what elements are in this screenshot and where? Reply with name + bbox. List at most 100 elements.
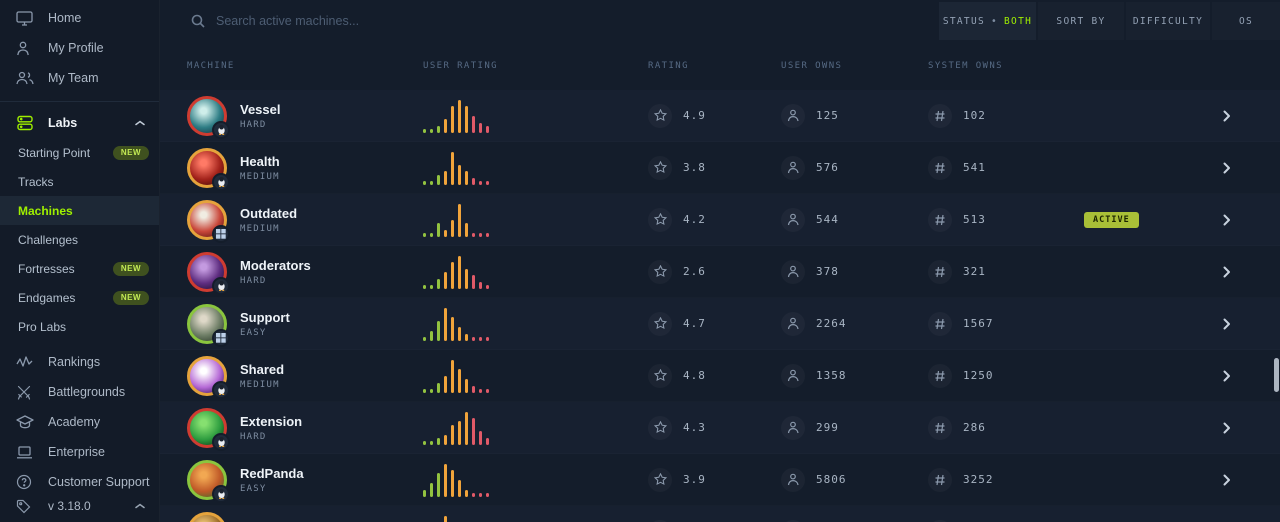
user-owns-value: 378	[816, 265, 839, 278]
filter-sort-by[interactable]: SORT BY	[1038, 2, 1124, 40]
filter-difficulty[interactable]: DIFFICULTY	[1126, 2, 1210, 40]
table-row-extension[interactable]: Extension HARD 4.3 299 286	[160, 402, 1280, 454]
user-rating-cell	[419, 99, 644, 133]
user-owns-value: 2264	[816, 317, 847, 330]
sidebar-nav-labs: Starting Point NEW Tracks Machines Challenge…	[0, 138, 159, 341]
user-rating-cell	[419, 255, 644, 289]
difficulty-label: EASY	[240, 483, 267, 494]
dot-separator: •	[991, 15, 999, 27]
table-row[interactable]	[160, 506, 1280, 522]
tag-icon	[16, 499, 36, 514]
search-icon	[190, 13, 206, 29]
table-row-moderators[interactable]: Moderators HARD 2.6 378 321	[160, 246, 1280, 298]
sidebar-item-machines[interactable]: Machines	[0, 196, 159, 225]
machine-cell: Extension HARD	[160, 407, 419, 451]
sidebar-item-rankings[interactable]: Rankings	[0, 347, 159, 377]
sidebar-item-label: Home	[48, 11, 82, 25]
filter-label: DIFFICULTY	[1132, 15, 1204, 27]
sidebar-item-fortresses[interactable]: Fortresses NEW	[0, 254, 159, 283]
chevron-right-icon[interactable]	[1223, 266, 1231, 278]
table-row-support[interactable]: Support EASY 4.7 2264 1567	[160, 298, 1280, 350]
table-row-health[interactable]: Health MEDIUM 3.8 576 541	[160, 142, 1280, 194]
chevron-right-icon[interactable]	[1223, 214, 1231, 226]
sidebar-item-battlegrounds[interactable]: Battlegrounds	[0, 377, 159, 407]
chevron-up-icon	[135, 120, 145, 126]
sidebar-item-tracks[interactable]: Tracks	[0, 167, 159, 196]
filter-os[interactable]: OS	[1212, 2, 1280, 40]
rating-bar	[430, 389, 433, 393]
sidebar-item-label: Starting Point	[18, 145, 91, 160]
chevron-right-icon[interactable]	[1223, 318, 1231, 330]
machine-name: Vessel	[240, 101, 281, 117]
sidebar-item-pro-labs[interactable]: Pro Labs	[0, 312, 159, 341]
sidebar-item-customer-support[interactable]: Customer Support	[0, 467, 159, 497]
sidebar-item-endgames[interactable]: Endgames NEW	[0, 283, 159, 312]
sidebar-version[interactable]: v 3.18.0	[0, 490, 159, 522]
sidebar-item-label: Endgames	[18, 290, 76, 305]
chevron-cell	[1195, 318, 1280, 330]
chevron-cell	[1195, 110, 1280, 122]
table-row-shared[interactable]: Shared MEDIUM 4.8 1358 1250	[160, 350, 1280, 402]
user-rating-cell	[419, 411, 644, 445]
rating-bar	[430, 483, 433, 497]
system-owns-value: 286	[963, 421, 986, 434]
chevron-right-icon[interactable]	[1223, 422, 1231, 434]
table-row-vessel[interactable]: Vessel HARD 4.9 125 102	[160, 90, 1280, 142]
rating-value: 2.6	[683, 265, 706, 278]
machine-name: RedPanda	[240, 465, 304, 481]
rating-cell: 3.8	[644, 156, 777, 180]
rating-bar	[472, 418, 475, 445]
rating-bar	[465, 106, 468, 133]
sidebar-item-academy[interactable]: Academy	[0, 407, 159, 437]
sidebar-nav-top: Home My Profile My Team	[0, 0, 159, 93]
machine-name: Health	[240, 153, 280, 169]
chevron-right-icon[interactable]	[1223, 370, 1231, 382]
rating-bar	[423, 285, 426, 289]
sidebar-item-label: My Profile	[48, 41, 104, 55]
version-label: v 3.18.0	[48, 499, 91, 513]
rating-value: 4.7	[683, 317, 706, 330]
column-header-user-owns: USER OWNS	[781, 61, 843, 71]
search-input[interactable]	[216, 14, 937, 28]
sidebar-item-my-profile[interactable]: My Profile	[0, 33, 159, 63]
rating-value: 4.2	[683, 213, 706, 226]
sidebar-item-home[interactable]: Home	[0, 3, 159, 33]
user-rating-chart	[423, 151, 644, 185]
sidebar-item-my-team[interactable]: My Team	[0, 63, 159, 93]
person-icon	[781, 208, 805, 232]
rating-value: 4.8	[683, 369, 706, 382]
user-rating-cell	[419, 307, 644, 341]
table-row-outdated[interactable]: Outdated MEDIUM 4.2 544 513 ACTIVE	[160, 194, 1280, 246]
user-owns-value: 299	[816, 421, 839, 434]
rating-bar	[430, 441, 433, 445]
filter-status[interactable]: STATUS • BOTH	[939, 2, 1036, 40]
active-badge: ACTIVE	[1084, 211, 1139, 228]
sidebar-item-label: Machines	[18, 203, 73, 218]
rating-bar	[451, 470, 454, 497]
rating-bar	[423, 129, 426, 133]
scrollbar-thumb[interactable]	[1274, 358, 1279, 392]
star-icon	[648, 416, 672, 440]
system-owns-cell: 513	[924, 208, 1080, 232]
rating-bar	[451, 424, 454, 445]
rating-bar	[451, 262, 454, 289]
filter-value: BOTH	[1004, 15, 1033, 27]
sidebar-item-starting-point[interactable]: Starting Point NEW	[0, 138, 159, 167]
star-icon	[648, 468, 672, 492]
rating-bar	[444, 307, 447, 341]
sidebar-item-challenges[interactable]: Challenges	[0, 225, 159, 254]
column-header-rating: RATING	[648, 61, 689, 71]
sidebar-item-enterprise[interactable]: Enterprise	[0, 437, 159, 467]
table-row-redpanda[interactable]: RedPanda EASY 3.9 5806 3252	[160, 454, 1280, 506]
rating-bar	[479, 281, 482, 289]
system-owns-cell: 102	[924, 104, 1080, 128]
sidebar-item-labs[interactable]: Labs	[0, 108, 159, 138]
difficulty-label: MEDIUM	[240, 171, 280, 182]
rating-bar	[444, 119, 447, 133]
rating-bar	[458, 480, 461, 497]
chevron-right-icon[interactable]	[1223, 474, 1231, 486]
chevron-right-icon[interactable]	[1223, 162, 1231, 174]
rating-bar	[486, 337, 489, 341]
filter-label: OS	[1238, 15, 1254, 27]
chevron-right-icon[interactable]	[1223, 110, 1231, 122]
